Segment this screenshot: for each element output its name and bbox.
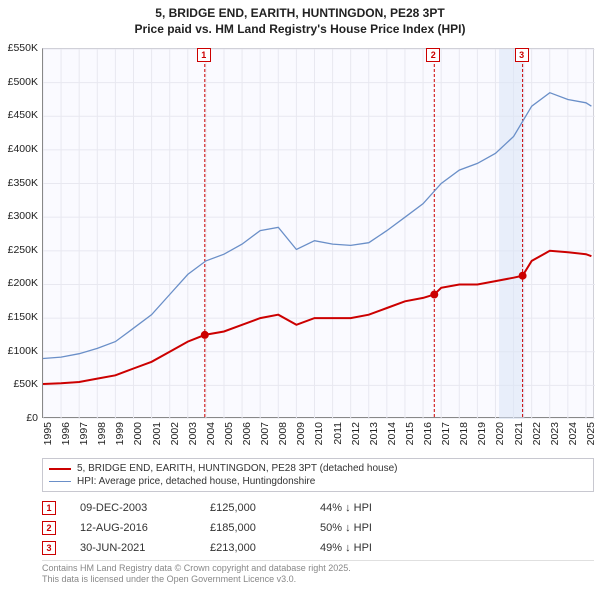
x-tick-label: 2011 xyxy=(332,422,344,445)
marker-label-1: 1 xyxy=(197,48,211,62)
x-tick-label: 2021 xyxy=(513,422,525,445)
x-tick-label: 1997 xyxy=(78,422,90,445)
footer-line-1: Contains HM Land Registry data © Crown c… xyxy=(42,563,594,574)
legend-item: HPI: Average price, detached house, Hunt… xyxy=(49,475,587,488)
legend-swatch xyxy=(49,468,71,470)
x-tick-label: 2023 xyxy=(549,422,561,445)
legend-label: HPI: Average price, detached house, Hunt… xyxy=(77,476,315,487)
transactions-table: 1 09-DEC-2003£125,00044% ↓ HPI 2 12-AUG-201… xyxy=(42,498,594,558)
y-tick-label: £550K xyxy=(8,42,38,54)
x-tick-label: 2012 xyxy=(350,422,362,445)
y-tick-label: £50K xyxy=(13,378,38,390)
y-tick-label: £350K xyxy=(8,177,38,189)
transaction-marker: 1 xyxy=(42,501,56,515)
y-tick-label: £150K xyxy=(8,311,38,323)
transaction-price: £185,000 xyxy=(210,522,320,534)
y-tick-label: £200K xyxy=(8,277,38,289)
title-line-1: 5, BRIDGE END, EARITH, HUNTINGDON, PE28 … xyxy=(0,6,600,22)
transaction-price: £213,000 xyxy=(210,542,320,554)
x-tick-label: 1995 xyxy=(42,422,54,445)
transaction-delta: 49% ↓ HPI xyxy=(320,542,440,554)
chart-title: 5, BRIDGE END, EARITH, HUNTINGDON, PE28 … xyxy=(0,0,600,37)
y-tick-label: £0 xyxy=(26,412,38,424)
x-tick-label: 2019 xyxy=(476,422,488,445)
x-tick-label: 2004 xyxy=(205,422,217,445)
x-tick-label: 2001 xyxy=(151,422,163,445)
y-tick-label: £450K xyxy=(8,109,38,121)
y-axis-labels: £0£50K£100K£150K£200K£250K£300K£350K£400… xyxy=(0,48,40,418)
transaction-delta: 50% ↓ HPI xyxy=(320,522,440,534)
x-tick-label: 2000 xyxy=(132,422,144,445)
title-line-2: Price paid vs. HM Land Registry's House … xyxy=(0,22,600,38)
marker-label-2: 2 xyxy=(426,48,440,62)
transaction-row: 3 30-JUN-2021£213,00049% ↓ HPI xyxy=(42,538,594,558)
y-tick-label: £100K xyxy=(8,345,38,357)
y-tick-label: £500K xyxy=(8,76,38,88)
x-tick-label: 2003 xyxy=(187,422,199,445)
y-tick-label: £300K xyxy=(8,210,38,222)
x-tick-label: 1998 xyxy=(96,422,108,445)
x-tick-label: 2014 xyxy=(386,422,398,445)
x-tick-label: 2005 xyxy=(223,422,235,445)
x-tick-label: 2002 xyxy=(169,422,181,445)
legend-label: 5, BRIDGE END, EARITH, HUNTINGDON, PE28 … xyxy=(77,463,397,474)
transaction-row: 2 12-AUG-2016£185,00050% ↓ HPI xyxy=(42,518,594,538)
legend-swatch xyxy=(49,481,71,482)
x-tick-label: 2007 xyxy=(259,422,271,445)
legend: 5, BRIDGE END, EARITH, HUNTINGDON, PE28 … xyxy=(42,458,594,492)
x-tick-label: 2020 xyxy=(494,422,506,445)
marker-label-3: 3 xyxy=(515,48,529,62)
transaction-date: 09-DEC-2003 xyxy=(80,502,210,514)
x-tick-label: 2013 xyxy=(368,422,380,445)
x-tick-label: 2022 xyxy=(531,422,543,445)
x-tick-label: 2017 xyxy=(440,422,452,445)
footer-line-2: This data is licensed under the Open Gov… xyxy=(42,574,594,585)
transaction-delta: 44% ↓ HPI xyxy=(320,502,440,514)
transaction-marker: 2 xyxy=(42,521,56,535)
x-tick-label: 2008 xyxy=(277,422,289,445)
x-tick-label: 1996 xyxy=(60,422,72,445)
x-tick-label: 2015 xyxy=(404,422,416,445)
transaction-price: £125,000 xyxy=(210,502,320,514)
transaction-marker: 3 xyxy=(42,541,56,555)
plot-background xyxy=(42,48,594,418)
footer-attribution: Contains HM Land Registry data © Crown c… xyxy=(42,560,594,585)
y-tick-label: £400K xyxy=(8,143,38,155)
x-tick-label: 1999 xyxy=(114,422,126,445)
transaction-row: 1 09-DEC-2003£125,00044% ↓ HPI xyxy=(42,498,594,518)
x-tick-label: 2009 xyxy=(295,422,307,445)
x-tick-label: 2010 xyxy=(313,422,325,445)
legend-item: 5, BRIDGE END, EARITH, HUNTINGDON, PE28 … xyxy=(49,462,587,475)
transaction-date: 30-JUN-2021 xyxy=(80,542,210,554)
x-tick-label: 2024 xyxy=(567,422,579,445)
x-tick-label: 2018 xyxy=(458,422,470,445)
y-tick-label: £250K xyxy=(8,244,38,256)
x-tick-label: 2016 xyxy=(422,422,434,445)
x-axis-labels: 1995 1996 1997 1998 1999 2000 2001 2002 2003 2004… xyxy=(42,418,594,454)
transaction-date: 12-AUG-2016 xyxy=(80,522,210,534)
chart-area xyxy=(42,48,594,418)
plot-svg xyxy=(43,49,595,419)
x-tick-label: 2025 xyxy=(585,422,597,445)
x-tick-label: 2006 xyxy=(241,422,253,445)
